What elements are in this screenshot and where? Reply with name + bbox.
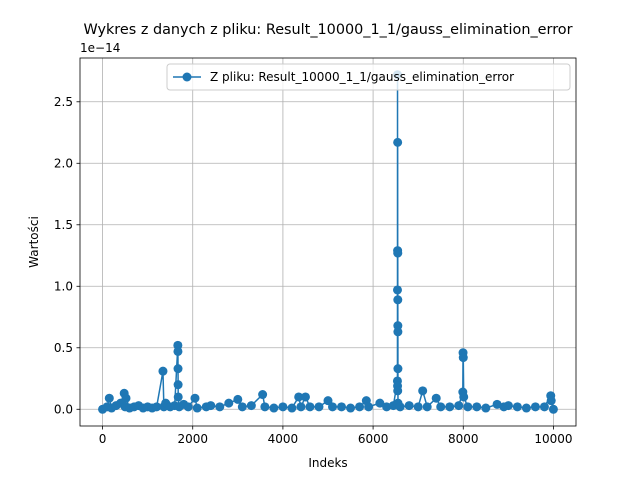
point xyxy=(548,404,558,414)
point xyxy=(346,403,356,413)
point xyxy=(445,402,455,412)
point xyxy=(152,402,162,412)
point xyxy=(521,403,531,413)
point xyxy=(192,403,202,413)
point xyxy=(190,393,200,403)
point xyxy=(233,394,243,404)
point xyxy=(539,402,549,412)
y-tick-label: 0.0 xyxy=(54,402,73,416)
point xyxy=(300,392,310,402)
point xyxy=(296,402,306,412)
point xyxy=(328,402,338,412)
point xyxy=(246,401,256,411)
point xyxy=(173,392,183,402)
point xyxy=(393,386,403,396)
legend-box xyxy=(166,63,571,91)
point xyxy=(314,402,324,412)
legend-marker xyxy=(182,72,192,82)
point xyxy=(305,402,315,412)
x-axis-label: Indeks xyxy=(308,456,347,470)
point xyxy=(104,393,114,403)
point xyxy=(375,398,385,408)
point xyxy=(269,403,279,413)
point xyxy=(392,285,402,295)
point xyxy=(413,402,423,412)
y-tick-label: 2.5 xyxy=(54,95,73,109)
y-tick-label: 1.5 xyxy=(54,218,73,232)
point xyxy=(121,393,131,403)
x-tick-label: 2000 xyxy=(177,432,208,446)
y-tick-label: 0.5 xyxy=(54,341,73,355)
point xyxy=(287,403,297,413)
point xyxy=(481,403,491,413)
point xyxy=(418,386,428,396)
y-offset-label: 1e−14 xyxy=(80,41,120,55)
point xyxy=(337,402,347,412)
x-tick-label: 4000 xyxy=(268,432,299,446)
point xyxy=(459,392,469,402)
point xyxy=(206,401,216,411)
point xyxy=(323,396,333,406)
point xyxy=(431,393,441,403)
y-tick-label: 1.0 xyxy=(54,279,73,293)
point xyxy=(393,364,403,374)
point xyxy=(278,402,288,412)
point xyxy=(260,402,270,412)
point xyxy=(512,402,522,412)
x-tick-label: 6000 xyxy=(358,432,389,446)
point xyxy=(530,402,540,412)
point xyxy=(393,327,403,337)
point xyxy=(183,402,193,412)
point xyxy=(492,399,502,409)
point xyxy=(294,392,304,402)
point xyxy=(215,402,225,412)
y-axis-label: Wartości xyxy=(27,216,41,268)
point xyxy=(472,402,482,412)
point xyxy=(395,402,405,412)
point xyxy=(355,402,365,412)
point xyxy=(173,380,183,390)
point xyxy=(173,364,183,374)
x-tick-label: 0 xyxy=(99,432,107,446)
point xyxy=(422,402,432,412)
point xyxy=(546,396,556,406)
point xyxy=(463,402,473,412)
chart-title: Wykres z danych z pliku: Result_10000_1_… xyxy=(83,22,572,38)
series-line xyxy=(102,74,555,410)
y-tick-label: 2.0 xyxy=(54,156,73,170)
point xyxy=(393,295,403,305)
x-tick-label: 8000 xyxy=(448,432,479,446)
legend-label: Z pliku: Result_10000_1_1/gauss_eliminat… xyxy=(210,70,514,84)
point xyxy=(404,401,414,411)
point xyxy=(237,402,247,412)
point xyxy=(258,390,268,400)
x-tick-label: 10000 xyxy=(534,432,572,446)
point xyxy=(436,402,446,412)
point xyxy=(454,401,464,411)
point xyxy=(503,401,513,411)
point xyxy=(224,398,234,408)
point xyxy=(393,248,403,258)
point xyxy=(393,137,403,147)
point xyxy=(158,366,168,376)
point xyxy=(173,346,183,356)
plot-frame xyxy=(79,57,577,427)
point xyxy=(382,402,392,412)
point xyxy=(364,402,374,412)
point xyxy=(458,353,468,363)
